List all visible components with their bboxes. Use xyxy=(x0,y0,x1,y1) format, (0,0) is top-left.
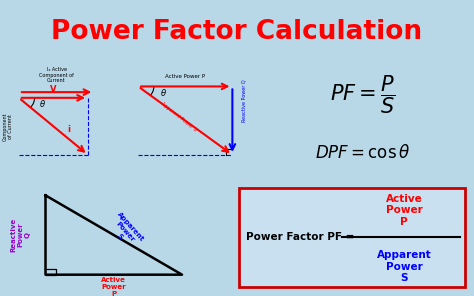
Text: i: i xyxy=(68,125,71,134)
Text: Apparent
Power
S: Apparent Power S xyxy=(105,211,145,252)
Text: Active
Power
P: Active Power P xyxy=(101,276,126,296)
Text: Iₐ Active
Component of
Current: Iₐ Active Component of Current xyxy=(39,67,74,83)
Text: Reactive Power Q: Reactive Power Q xyxy=(241,79,246,122)
Text: $\theta$: $\theta$ xyxy=(160,86,166,98)
FancyBboxPatch shape xyxy=(239,188,465,287)
Text: Apparent
Power
S: Apparent Power S xyxy=(377,250,432,283)
Text: Active
Power
P: Active Power P xyxy=(386,194,423,227)
Text: Active Power P: Active Power P xyxy=(165,75,205,79)
Text: Power Factor Calculation: Power Factor Calculation xyxy=(52,19,422,45)
Text: Reactive
Power
Q: Reactive Power Q xyxy=(10,218,30,252)
Text: $DPF = \cos\theta$: $DPF = \cos\theta$ xyxy=(315,144,410,162)
Text: V: V xyxy=(49,85,56,94)
Text: Power Factor PF =: Power Factor PF = xyxy=(246,232,354,242)
Text: Iᵣ Reactive
Component
of Current: Iᵣ Reactive Component of Current xyxy=(0,112,13,141)
Text: $\theta$: $\theta$ xyxy=(39,98,46,109)
Text: $PF = \dfrac{P}{S}$: $PF = \dfrac{P}{S}$ xyxy=(330,73,395,116)
Text: Apparent Power S: Apparent Power S xyxy=(160,102,198,133)
